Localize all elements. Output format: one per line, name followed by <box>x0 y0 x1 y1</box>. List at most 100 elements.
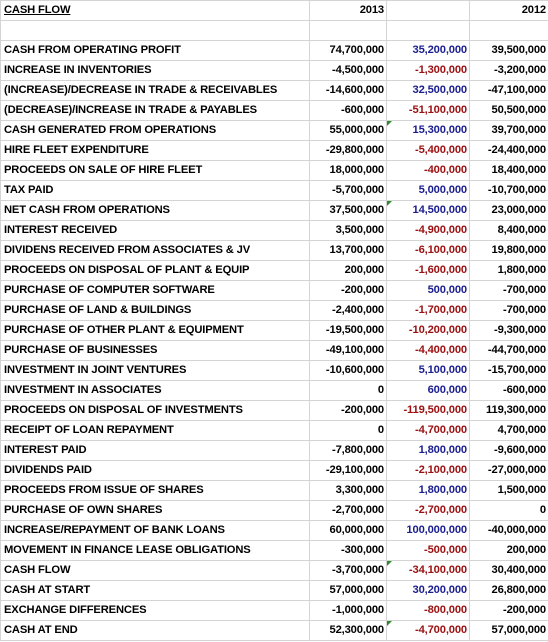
empty-cell[interactable] <box>309 20 387 41</box>
row-label-cell[interactable]: INTEREST PAID <box>0 440 310 461</box>
header-2013[interactable]: 2013 <box>309 0 387 21</box>
value-2013-cell[interactable]: 52,300,000 <box>309 620 387 641</box>
variance-cell[interactable]: -6,100,000 <box>386 240 470 261</box>
variance-cell[interactable]: -10,200,000 <box>386 320 470 341</box>
row-label-cell[interactable]: INVESTMENT IN JOINT VENTURES <box>0 360 310 381</box>
value-2013-cell[interactable]: 18,000,000 <box>309 160 387 181</box>
value-2012-cell[interactable]: -15,700,000 <box>469 360 548 381</box>
header-2012[interactable]: 2012 <box>469 0 548 21</box>
value-2013-cell[interactable]: -2,400,000 <box>309 300 387 321</box>
value-2013-cell[interactable]: -300,000 <box>309 540 387 561</box>
row-label-cell[interactable]: NET CASH FROM OPERATIONS <box>0 200 310 221</box>
row-label-cell[interactable]: PROCEEDS ON DISPOSAL OF INVESTMENTS <box>0 400 310 421</box>
row-label-cell[interactable]: PROCEEDS FROM ISSUE OF SHARES <box>0 480 310 501</box>
value-2013-cell[interactable]: 3,500,000 <box>309 220 387 241</box>
value-2012-cell[interactable]: -47,100,000 <box>469 80 548 101</box>
row-label-cell[interactable]: HIRE FLEET EXPENDITURE <box>0 140 310 161</box>
value-2013-cell[interactable]: -7,800,000 <box>309 440 387 461</box>
value-2013-cell[interactable]: -14,600,000 <box>309 80 387 101</box>
row-label-cell[interactable]: INCREASE IN INVENTORIES <box>0 60 310 81</box>
row-label-cell[interactable]: EXCHANGE DIFFERENCES <box>0 600 310 621</box>
value-2013-cell[interactable]: -49,100,000 <box>309 340 387 361</box>
value-2013-cell[interactable]: -3,700,000 <box>309 560 387 581</box>
value-2012-cell[interactable]: -700,000 <box>469 300 548 321</box>
value-2012-cell[interactable]: -10,700,000 <box>469 180 548 201</box>
variance-cell[interactable]: -800,000 <box>386 600 470 621</box>
variance-cell[interactable]: -51,100,000 <box>386 100 470 121</box>
value-2013-cell[interactable]: -10,600,000 <box>309 360 387 381</box>
row-label-cell[interactable]: RECEIPT OF LOAN REPAYMENT <box>0 420 310 441</box>
row-label-cell[interactable]: CASH AT END <box>0 620 310 641</box>
value-2012-cell[interactable]: -9,300,000 <box>469 320 548 341</box>
value-2012-cell[interactable]: 26,800,000 <box>469 580 548 601</box>
variance-cell[interactable]: -500,000 <box>386 540 470 561</box>
value-2012-cell[interactable]: 4,700,000 <box>469 420 548 441</box>
variance-cell[interactable]: 1,800,000 <box>386 440 470 461</box>
value-2012-cell[interactable]: -9,600,000 <box>469 440 548 461</box>
value-2013-cell[interactable]: 55,000,000 <box>309 120 387 141</box>
row-label-cell[interactable]: PURCHASE OF COMPUTER SOFTWARE <box>0 280 310 301</box>
value-2012-cell[interactable]: -600,000 <box>469 380 548 401</box>
value-2012-cell[interactable]: -40,000,000 <box>469 520 548 541</box>
row-label-cell[interactable]: PROCEEDS ON SALE OF HIRE FLEET <box>0 160 310 181</box>
value-2012-cell[interactable]: 39,500,000 <box>469 40 548 61</box>
variance-cell[interactable]: 100,000,000 <box>386 520 470 541</box>
variance-cell[interactable]: -2,100,000 <box>386 460 470 481</box>
row-label-cell[interactable]: (DECREASE)/INCREASE IN TRADE & PAYABLES <box>0 100 310 121</box>
value-2013-cell[interactable]: 57,000,000 <box>309 580 387 601</box>
variance-cell[interactable]: -34,100,000 <box>386 560 470 581</box>
variance-cell[interactable]: -1,300,000 <box>386 60 470 81</box>
value-2012-cell[interactable]: 19,800,000 <box>469 240 548 261</box>
row-label-cell[interactable]: DIVIDENDS PAID <box>0 460 310 481</box>
value-2012-cell[interactable]: 50,500,000 <box>469 100 548 121</box>
value-2012-cell[interactable]: -24,400,000 <box>469 140 548 161</box>
row-label-cell[interactable]: CASH FLOW <box>0 560 310 581</box>
row-label-cell[interactable]: INCREASE/REPAYMENT OF BANK LOANS <box>0 520 310 541</box>
value-2012-cell[interactable]: -27,000,000 <box>469 460 548 481</box>
variance-cell[interactable]: 1,800,000 <box>386 480 470 501</box>
value-2013-cell[interactable]: 37,500,000 <box>309 200 387 221</box>
variance-cell[interactable]: -4,700,000 <box>386 420 470 441</box>
value-2013-cell[interactable]: -600,000 <box>309 100 387 121</box>
value-2012-cell[interactable]: 18,400,000 <box>469 160 548 181</box>
value-2012-cell[interactable]: 23,000,000 <box>469 200 548 221</box>
variance-cell[interactable]: -4,900,000 <box>386 220 470 241</box>
empty-cell[interactable] <box>0 20 310 41</box>
variance-cell[interactable]: 5,000,000 <box>386 180 470 201</box>
value-2013-cell[interactable]: 3,300,000 <box>309 480 387 501</box>
row-label-cell[interactable]: INVESTMENT IN ASSOCIATES <box>0 380 310 401</box>
row-label-cell[interactable]: PURCHASE OF OWN SHARES <box>0 500 310 521</box>
variance-cell[interactable]: -400,000 <box>386 160 470 181</box>
variance-cell[interactable]: -4,700,000 <box>386 620 470 641</box>
value-2013-cell[interactable]: 200,000 <box>309 260 387 281</box>
row-label-cell[interactable]: PURCHASE OF OTHER PLANT & EQUIPMENT <box>0 320 310 341</box>
value-2012-cell[interactable]: 0 <box>469 500 548 521</box>
variance-cell[interactable]: -4,400,000 <box>386 340 470 361</box>
row-label-cell[interactable]: PURCHASE OF LAND & BUILDINGS <box>0 300 310 321</box>
value-2013-cell[interactable]: 0 <box>309 420 387 441</box>
variance-cell[interactable]: 5,100,000 <box>386 360 470 381</box>
row-label-cell[interactable]: TAX PAID <box>0 180 310 201</box>
value-2012-cell[interactable]: 57,000,000 <box>469 620 548 641</box>
value-2012-cell[interactable]: 119,300,000 <box>469 400 548 421</box>
value-2012-cell[interactable]: 30,400,000 <box>469 560 548 581</box>
row-label-cell[interactable]: (INCREASE)/DECREASE IN TRADE & RECEIVABL… <box>0 80 310 101</box>
variance-cell[interactable]: 14,500,000 <box>386 200 470 221</box>
value-2013-cell[interactable]: -2,700,000 <box>309 500 387 521</box>
row-label-cell[interactable]: MOVEMENT IN FINANCE LEASE OBLIGATIONS <box>0 540 310 561</box>
row-label-cell[interactable]: CASH FROM OPERATING PROFIT <box>0 40 310 61</box>
variance-cell[interactable]: 600,000 <box>386 380 470 401</box>
value-2012-cell[interactable]: -44,700,000 <box>469 340 548 361</box>
value-2012-cell[interactable]: -700,000 <box>469 280 548 301</box>
row-label-cell[interactable]: INTEREST RECEIVED <box>0 220 310 241</box>
variance-cell[interactable]: -119,500,000 <box>386 400 470 421</box>
variance-cell[interactable]: 32,500,000 <box>386 80 470 101</box>
empty-cell[interactable] <box>469 20 548 41</box>
variance-cell[interactable]: -5,400,000 <box>386 140 470 161</box>
row-label-cell[interactable]: PROCEEDS ON DISPOSAL OF PLANT & EQUIP <box>0 260 310 281</box>
variance-cell[interactable]: 35,200,000 <box>386 40 470 61</box>
value-2012-cell[interactable]: 39,700,000 <box>469 120 548 141</box>
value-2013-cell[interactable]: -29,100,000 <box>309 460 387 481</box>
header-variance[interactable] <box>386 0 470 21</box>
value-2012-cell[interactable]: -3,200,000 <box>469 60 548 81</box>
